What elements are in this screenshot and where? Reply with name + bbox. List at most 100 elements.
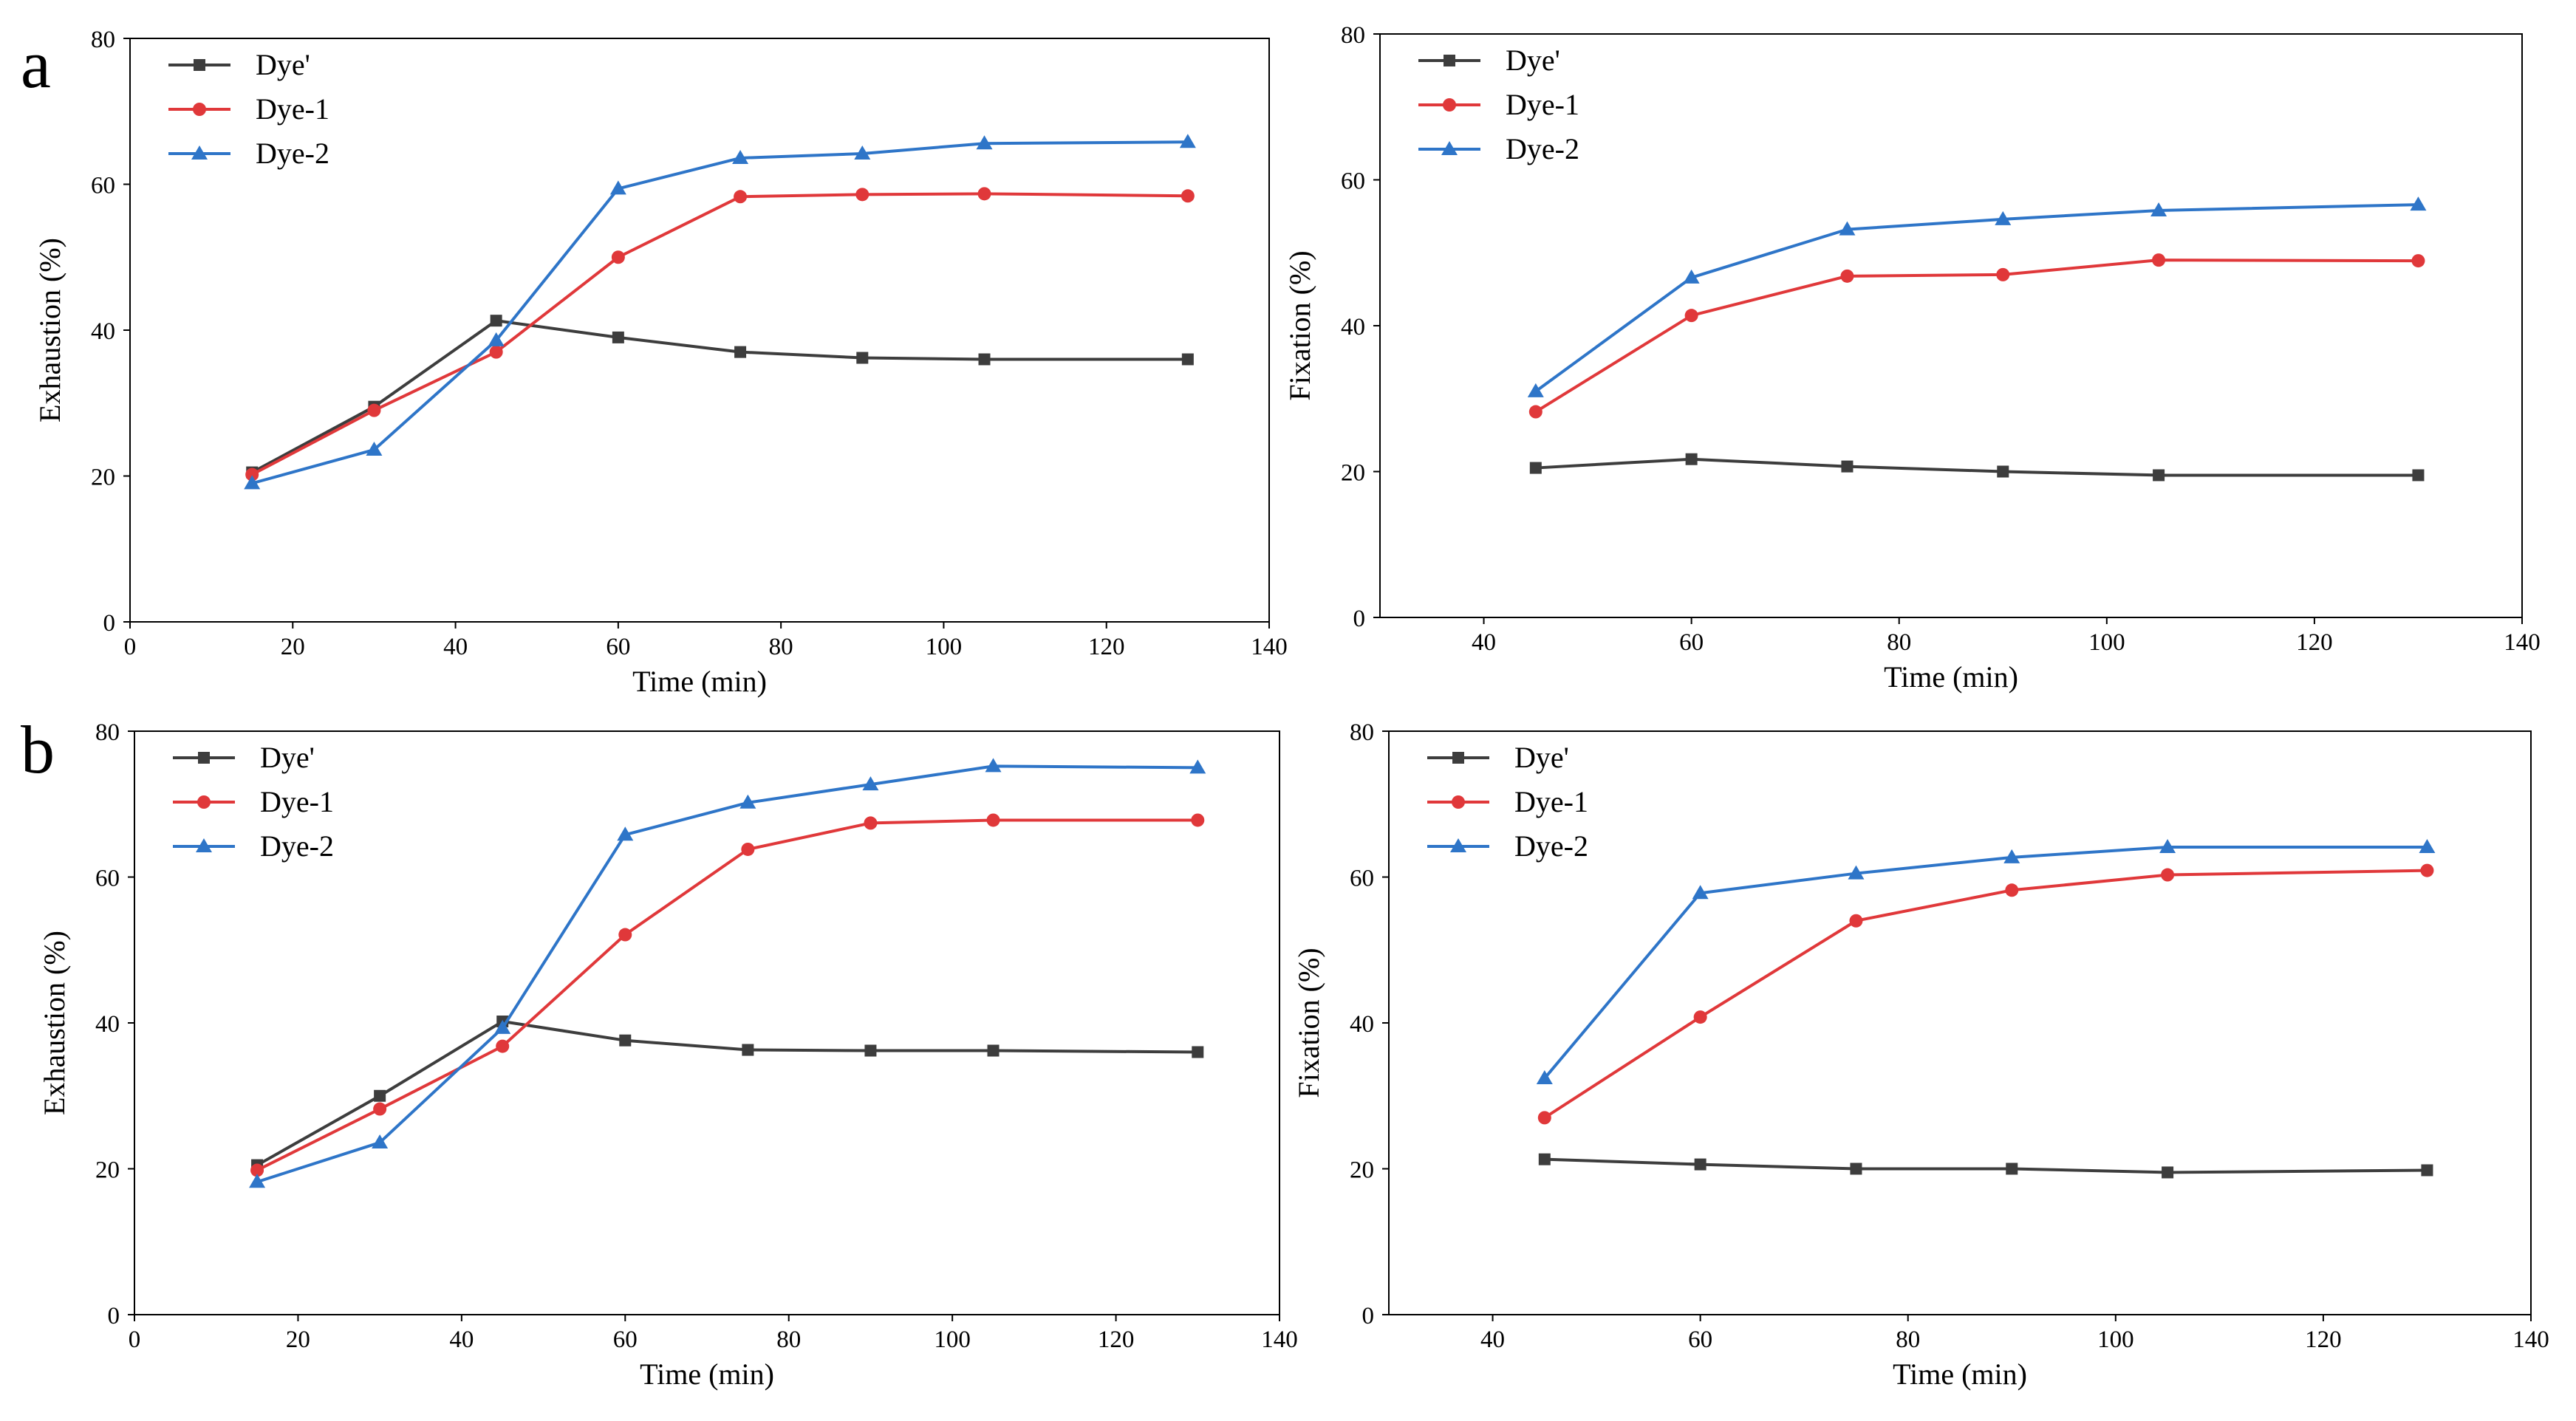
y-tick-label: 0 bbox=[108, 1303, 120, 1329]
x-tick-label: 80 bbox=[1896, 1326, 1920, 1353]
series-line bbox=[1543, 869, 2428, 1120]
y-tick-label: 60 bbox=[1341, 168, 1365, 195]
series-line bbox=[256, 818, 1198, 1172]
data-point bbox=[496, 1039, 510, 1053]
data-point bbox=[741, 842, 755, 856]
legend-marker bbox=[197, 795, 211, 809]
series-line bbox=[1535, 457, 2419, 477]
data-point bbox=[1527, 383, 1544, 397]
series-line bbox=[1534, 258, 2419, 414]
data-point bbox=[2410, 196, 2427, 211]
series-dye-1 bbox=[1528, 253, 2425, 419]
legend-label: Dye-2 bbox=[1514, 829, 1588, 863]
y-axis-label: Exhaustion (%) bbox=[33, 238, 66, 422]
data-point bbox=[374, 1089, 386, 1102]
data-point bbox=[1839, 221, 1856, 236]
legend-marker bbox=[1441, 141, 1458, 155]
data-point bbox=[978, 353, 991, 366]
data-point bbox=[489, 345, 503, 359]
y-tick-label: 40 bbox=[1341, 314, 1365, 340]
data-point bbox=[367, 403, 381, 417]
x-tick-label: 40 bbox=[443, 634, 468, 660]
y-tick-label: 60 bbox=[95, 866, 120, 892]
legend-label: Dye' bbox=[256, 48, 310, 81]
legend-marker bbox=[194, 59, 205, 71]
x-tick-label: 140 bbox=[1251, 634, 1288, 660]
x-tick-label: 60 bbox=[606, 634, 630, 660]
y-tick-label: 80 bbox=[1341, 22, 1365, 49]
data-point bbox=[250, 1163, 264, 1177]
x-tick-label: 80 bbox=[769, 634, 793, 660]
data-point bbox=[854, 145, 871, 160]
y-tick-label: 0 bbox=[1353, 606, 1366, 632]
data-point bbox=[1840, 269, 1854, 283]
legend-marker bbox=[191, 145, 208, 160]
y-tick-label: 80 bbox=[95, 719, 120, 746]
data-point bbox=[1685, 453, 1698, 465]
x-tick-label: 100 bbox=[926, 634, 963, 660]
y-axis-label: Exhaustion (%) bbox=[38, 931, 71, 1115]
legend: Dye' Dye-1 Dye-2 bbox=[1418, 44, 1579, 165]
x-tick-label: 20 bbox=[281, 634, 305, 660]
data-point bbox=[1181, 353, 1194, 366]
x-axis-label: Time (min) bbox=[640, 1357, 774, 1391]
y-tick-label: 80 bbox=[1350, 719, 1374, 746]
data-point bbox=[2420, 863, 2434, 877]
series-dye- bbox=[1538, 1153, 2433, 1179]
legend-marker bbox=[1444, 55, 1455, 66]
panel-label-a: a bbox=[21, 27, 51, 102]
legend-label: Dye' bbox=[260, 741, 315, 774]
x-tick-label: 140 bbox=[2512, 1326, 2549, 1353]
series-dye-1 bbox=[245, 187, 1195, 482]
x-tick-label: 0 bbox=[129, 1326, 141, 1353]
data-point bbox=[862, 776, 879, 791]
data-point bbox=[856, 352, 869, 364]
legend: Dye' Dye-1 Dye-2 bbox=[173, 741, 334, 863]
chart-a-fixation: 40 60 80 100 120 140 0 20 40 60 80 Time (min) Fixati… bbox=[1283, 22, 2541, 694]
data-point bbox=[2159, 839, 2176, 854]
data-point bbox=[1841, 460, 1854, 473]
data-point bbox=[2419, 839, 2436, 854]
x-tick-label: 0 bbox=[124, 634, 137, 660]
series-line bbox=[251, 140, 1188, 485]
y-axis-label: Fixation (%) bbox=[1283, 250, 1316, 400]
x-tick-label: 60 bbox=[1688, 1326, 1712, 1353]
data-point bbox=[734, 190, 748, 204]
data-point bbox=[2412, 469, 2425, 482]
series-line bbox=[251, 192, 1188, 476]
data-point bbox=[976, 135, 993, 150]
x-tick-label: 120 bbox=[1088, 634, 1125, 660]
data-point bbox=[609, 180, 626, 195]
y-tick-label: 40 bbox=[1350, 1011, 1374, 1038]
data-point bbox=[612, 331, 624, 343]
x-tick-label: 120 bbox=[1098, 1326, 1135, 1353]
data-point bbox=[490, 315, 502, 327]
data-point bbox=[742, 1044, 754, 1056]
y-axis-label: Fixation (%) bbox=[1292, 948, 1325, 1098]
legend: Dye' Dye-1 Dye-2 bbox=[168, 48, 329, 170]
data-point bbox=[1191, 813, 1205, 827]
legend-marker bbox=[196, 838, 212, 852]
y-tick-label: 60 bbox=[91, 173, 115, 199]
legend-marker bbox=[1443, 98, 1456, 112]
x-tick-label: 120 bbox=[2305, 1326, 2342, 1353]
x-axis-label: Time (min) bbox=[632, 665, 767, 698]
y-tick-label: 0 bbox=[1362, 1303, 1375, 1329]
data-point bbox=[619, 1034, 632, 1047]
x-axis-label: Time (min) bbox=[1893, 1357, 2027, 1391]
y-tick-label: 80 bbox=[91, 27, 115, 53]
series-dye-2 bbox=[1536, 839, 2436, 1085]
data-point bbox=[1683, 269, 1700, 284]
data-point bbox=[1538, 1153, 1551, 1165]
data-point bbox=[986, 813, 1000, 827]
data-point bbox=[372, 1134, 389, 1148]
data-point bbox=[245, 468, 259, 482]
data-point bbox=[1850, 1163, 1862, 1175]
data-point bbox=[1848, 865, 1865, 880]
legend-label: Dye-1 bbox=[260, 785, 334, 818]
legend-marker bbox=[193, 103, 206, 116]
legend-label: Dye-2 bbox=[256, 137, 329, 170]
legend-label: Dye-1 bbox=[1514, 785, 1588, 818]
